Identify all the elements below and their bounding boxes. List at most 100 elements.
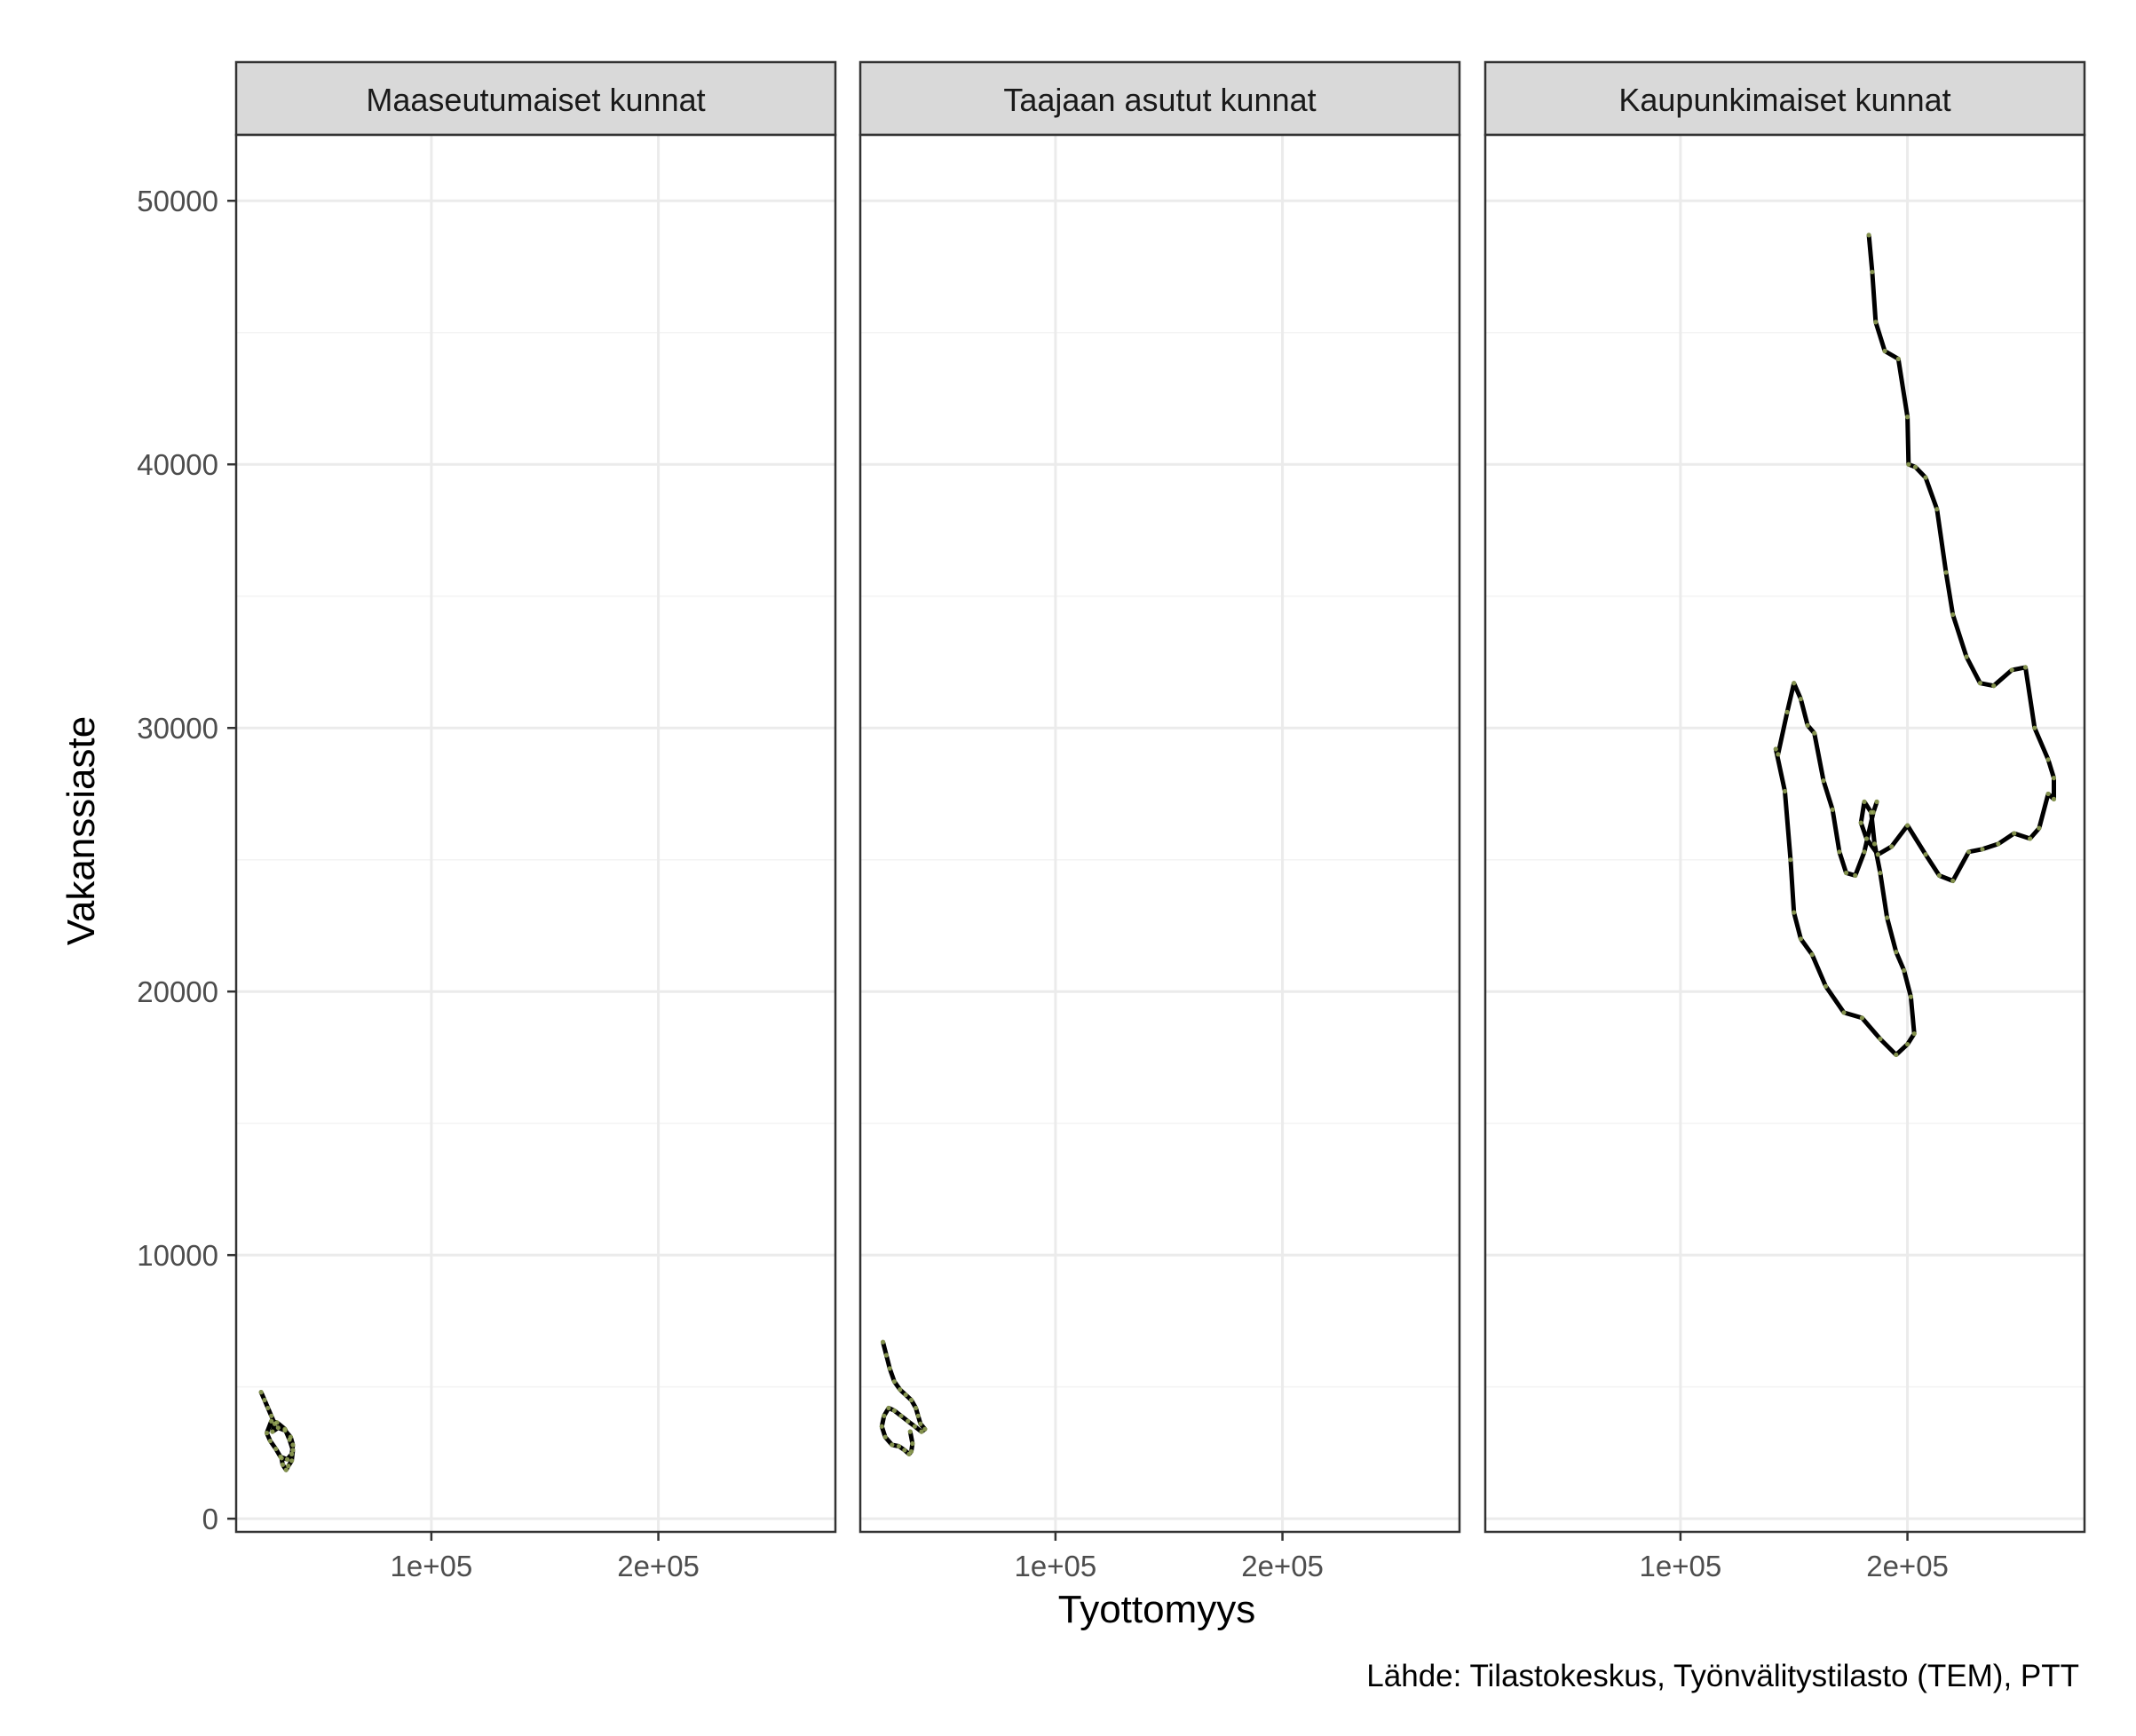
data-point	[907, 1429, 913, 1434]
data-point	[1904, 414, 1911, 420]
data-point	[1862, 849, 1867, 855]
data-point	[914, 1405, 919, 1411]
data-point	[286, 1464, 291, 1469]
x-axis-title: Tyottomyys	[1058, 1588, 1256, 1631]
data-point	[270, 1429, 275, 1434]
panel-title: Taajaan asutut kunnat	[1003, 82, 1316, 118]
data-point	[1950, 878, 1956, 884]
data-point	[902, 1448, 907, 1453]
data-point	[2045, 791, 2051, 797]
data-point	[919, 1429, 924, 1434]
data-point	[1977, 681, 1982, 686]
data-point	[1792, 910, 1797, 915]
panel-2: Taajaan asutut kunnat 1e+05 2e+05	[858, 60, 1461, 1582]
data-point	[1823, 983, 1829, 989]
data-point	[275, 1425, 281, 1431]
data-point	[1837, 849, 1842, 855]
panel-strip	[858, 60, 1461, 137]
data-point	[280, 1462, 286, 1467]
y-tick-label: 10000	[137, 1239, 218, 1272]
data-point	[1863, 836, 1870, 841]
data-point	[880, 1339, 886, 1345]
data-point	[269, 1418, 274, 1424]
data-point	[1798, 696, 1803, 702]
data-point	[1980, 847, 1985, 852]
x-tick-label: 2e+05	[1866, 1550, 1949, 1582]
data-point	[264, 1431, 270, 1436]
data-point	[283, 1467, 289, 1472]
x-tick-label: 2e+05	[617, 1550, 700, 1582]
data-point	[1866, 233, 1871, 238]
y-axis: 0 10000 20000 30000 40000 50000	[137, 185, 236, 1535]
data-point	[1871, 841, 1878, 847]
data-point	[883, 1353, 890, 1358]
data-point	[1966, 849, 1972, 855]
data-point	[2012, 831, 2017, 836]
data-point	[1878, 1037, 1883, 1042]
data-point	[1923, 475, 1928, 480]
data-point	[2051, 796, 2057, 801]
data-point	[262, 1397, 267, 1403]
data-point	[891, 1408, 897, 1413]
data-point	[1996, 841, 2001, 847]
data-point	[1812, 730, 1817, 736]
data-point	[898, 1387, 903, 1393]
data-point	[1830, 807, 1835, 812]
data-point	[1884, 915, 1890, 920]
data-point	[1843, 870, 1849, 876]
panel-title: Maaseutumaiset kunnat	[366, 82, 705, 118]
x-tick-label: 2e+05	[1241, 1550, 1324, 1582]
chart-caption: Lähde: Tilastokeskus, Työnvälitystilasto…	[1366, 1659, 2079, 1693]
data-point	[887, 1366, 892, 1371]
data-point	[922, 1426, 928, 1432]
data-point	[1859, 1015, 1865, 1021]
data-point	[2028, 836, 2033, 841]
data-point	[1776, 752, 1781, 757]
data-point	[1809, 952, 1815, 958]
data-point	[1894, 1052, 1899, 1058]
y-tick-label: 30000	[137, 712, 218, 745]
data-point	[891, 1379, 897, 1385]
data-point	[1873, 320, 1879, 325]
x-tick-label: 1e+05	[1640, 1550, 1722, 1582]
y-tick-label: 0	[202, 1503, 218, 1535]
y-axis-title: Vakanssiaste	[59, 716, 103, 945]
data-point	[2032, 725, 2037, 730]
data-point	[1862, 799, 1867, 804]
y-tick-label: 50000	[137, 185, 218, 217]
data-point	[890, 1442, 895, 1448]
data-point	[1788, 857, 1793, 863]
x-tick-label: 1e+05	[391, 1550, 473, 1582]
data-point	[282, 1426, 288, 1432]
data-point	[1805, 722, 1810, 728]
panel-border	[234, 133, 837, 1534]
data-point	[289, 1451, 295, 1456]
data-point	[1858, 820, 1863, 825]
data-point	[1782, 788, 1788, 794]
data-point	[898, 1413, 904, 1418]
data-point	[2022, 665, 2029, 670]
data-point	[1889, 844, 1895, 849]
panel-strip	[234, 60, 837, 137]
data-point	[1874, 799, 1879, 804]
data-point	[290, 1448, 296, 1453]
y-tick-label: 40000	[137, 448, 218, 481]
data-point	[1882, 348, 1887, 354]
data-point	[1936, 872, 1942, 879]
data-point	[258, 1390, 264, 1395]
data-point	[267, 1438, 273, 1444]
data-point	[910, 1440, 915, 1447]
data-point	[1991, 683, 1997, 689]
data-point	[290, 1442, 296, 1448]
data-point	[1773, 746, 1778, 752]
panel-title: Kaupunkimaiset kunnat	[1618, 82, 1950, 118]
panel-strip	[1483, 60, 2086, 137]
data-point	[1904, 1041, 1911, 1047]
data-point	[1912, 464, 1918, 470]
data-point	[1841, 1010, 1847, 1015]
y-tick-label: 20000	[137, 975, 218, 1008]
data-point	[2009, 667, 2014, 673]
data-point	[1895, 356, 1901, 362]
